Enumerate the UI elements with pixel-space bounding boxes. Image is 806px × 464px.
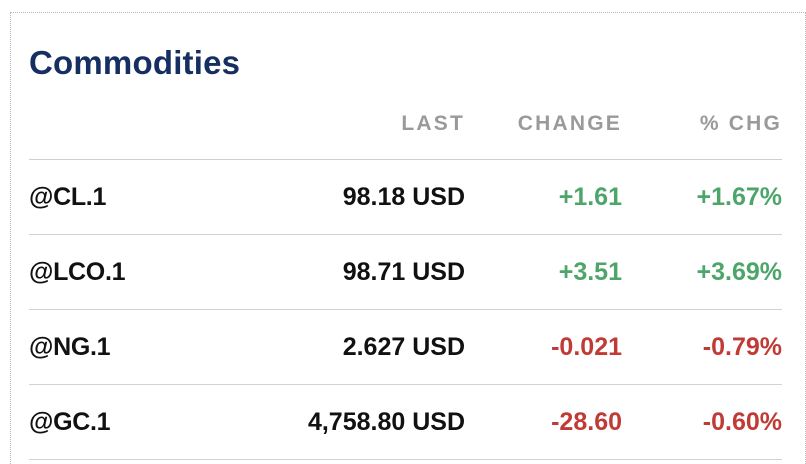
symbol-link[interactable]: @GC.1 <box>29 408 111 436</box>
price-change: +3.51 <box>558 258 622 286</box>
commodities-table: LAST CHANGE % CHG @CL.1 98.18 USD +1.61 … <box>29 109 782 460</box>
column-header-last: LAST <box>401 112 465 135</box>
percent-change: -0.60% <box>702 408 782 436</box>
symbol-link[interactable]: @NG.1 <box>29 333 111 361</box>
table-row: @CL.1 98.18 USD +1.61 +1.67% <box>29 160 782 235</box>
last-price: 2.627 USD <box>342 333 465 361</box>
price-change: -28.60 <box>551 408 622 436</box>
column-header-pct-change: % CHG <box>699 112 782 135</box>
commodities-widget: Commodities LAST CHANGE % CHG @CL.1 98.1… <box>10 12 806 464</box>
last-price: 98.71 USD <box>342 258 465 286</box>
table-header: LAST CHANGE % CHG <box>29 109 782 160</box>
last-price: 4,758.80 USD <box>307 408 465 436</box>
widget-title: Commodities <box>29 44 241 81</box>
percent-change: +1.67% <box>696 183 783 211</box>
table-row: @LCO.1 98.71 USD +3.51 +3.69% <box>29 235 782 310</box>
percent-change: +3.69% <box>696 258 783 286</box>
table-row: @NG.1 2.627 USD -0.021 -0.79% <box>29 310 782 385</box>
percent-change: -0.79% <box>702 333 782 361</box>
last-price: 98.18 USD <box>342 183 465 211</box>
table-row: @GC.1 4,758.80 USD -28.60 -0.60% <box>29 385 782 460</box>
symbol-link[interactable]: @LCO.1 <box>29 258 126 286</box>
price-change: +1.61 <box>558 183 622 211</box>
price-change: -0.021 <box>551 333 622 361</box>
symbol-link[interactable]: @CL.1 <box>29 183 107 211</box>
column-header-change: CHANGE <box>517 112 622 135</box>
